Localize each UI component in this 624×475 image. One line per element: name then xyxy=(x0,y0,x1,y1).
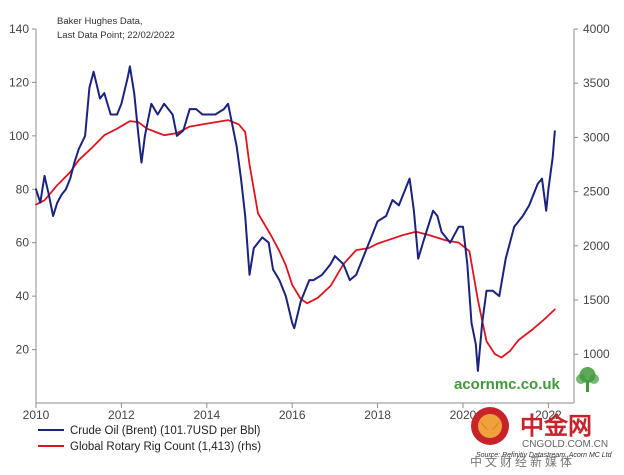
watermark-subtitle: 中文财经新媒体 xyxy=(470,454,575,469)
legend-label-rig-count: Global Rotary Rig Count (1,413) (rhs) xyxy=(70,441,261,453)
logo-text: acornmc.co.uk xyxy=(454,376,561,393)
tick-label-layer: 2010 2012 2014 2016 2018 2020 2022 20 40 60 80 100 1… xyxy=(9,22,610,422)
legend: Crude Oil (Brent) (101.7USD per Bbl) Glo… xyxy=(38,425,261,453)
y-right-tick-label-1500: 1500 xyxy=(583,293,610,307)
series-layer xyxy=(35,65,556,372)
y-left-tick-label-100: 100 xyxy=(9,129,29,143)
y-left-tick-label-20: 20 xyxy=(16,343,30,357)
series-line-crude-oil xyxy=(35,65,556,372)
y-left-tick-label-40: 40 xyxy=(16,289,30,303)
tree-icon xyxy=(576,367,599,392)
cngold-logo-icon xyxy=(471,407,509,445)
y-right-tick-label-4000: 4000 xyxy=(583,22,610,36)
y-left-tick-label-80: 80 xyxy=(16,182,30,196)
watermark-url: CNGOLD.COM.CN xyxy=(522,439,608,450)
x-tick-label-2018: 2018 xyxy=(364,408,391,422)
y-right-tick-label-2500: 2500 xyxy=(583,185,610,199)
source-note: Source: Refinitiv Datastream, Acorn MC L… xyxy=(476,452,613,459)
tick-layer xyxy=(32,28,578,408)
x-tick-label-2022: 2022 xyxy=(535,408,562,422)
y-left-tick-label-120: 120 xyxy=(9,75,29,89)
x-tick-label-2016: 2016 xyxy=(279,408,306,422)
acorn-logo: acornmc.co.uk xyxy=(454,367,599,393)
x-tick-label-2014: 2014 xyxy=(193,408,220,422)
series-line-rig-count xyxy=(35,119,556,359)
y-left-tick-label-140: 140 xyxy=(9,22,29,36)
watermark-cn-text: 中金网 xyxy=(520,412,592,440)
y-right-tick-label-3500: 3500 xyxy=(583,76,610,90)
y-right-tick-label-3000: 3000 xyxy=(583,130,610,144)
chart-annotation-line-2: Last Data Point; 22/02/2022 xyxy=(57,30,175,41)
x-tick-label-2020: 2020 xyxy=(450,408,477,422)
y-right-tick-label-2000: 2000 xyxy=(583,239,610,253)
plot-frame xyxy=(35,29,575,404)
cngold-watermark: 中金网 CNGOLD.COM.CN 中文财经新媒体 xyxy=(470,407,608,469)
chart-annotation-line-1: Baker Hughes Data, xyxy=(57,16,143,27)
x-tick-label-2010: 2010 xyxy=(23,408,50,422)
legend-label-crude: Crude Oil (Brent) (101.7USD per Bbl) xyxy=(70,425,261,437)
y-right-tick-label-1000: 1000 xyxy=(583,347,610,361)
x-tick-label-2012: 2012 xyxy=(108,408,135,422)
y-left-tick-label-60: 60 xyxy=(16,236,30,250)
